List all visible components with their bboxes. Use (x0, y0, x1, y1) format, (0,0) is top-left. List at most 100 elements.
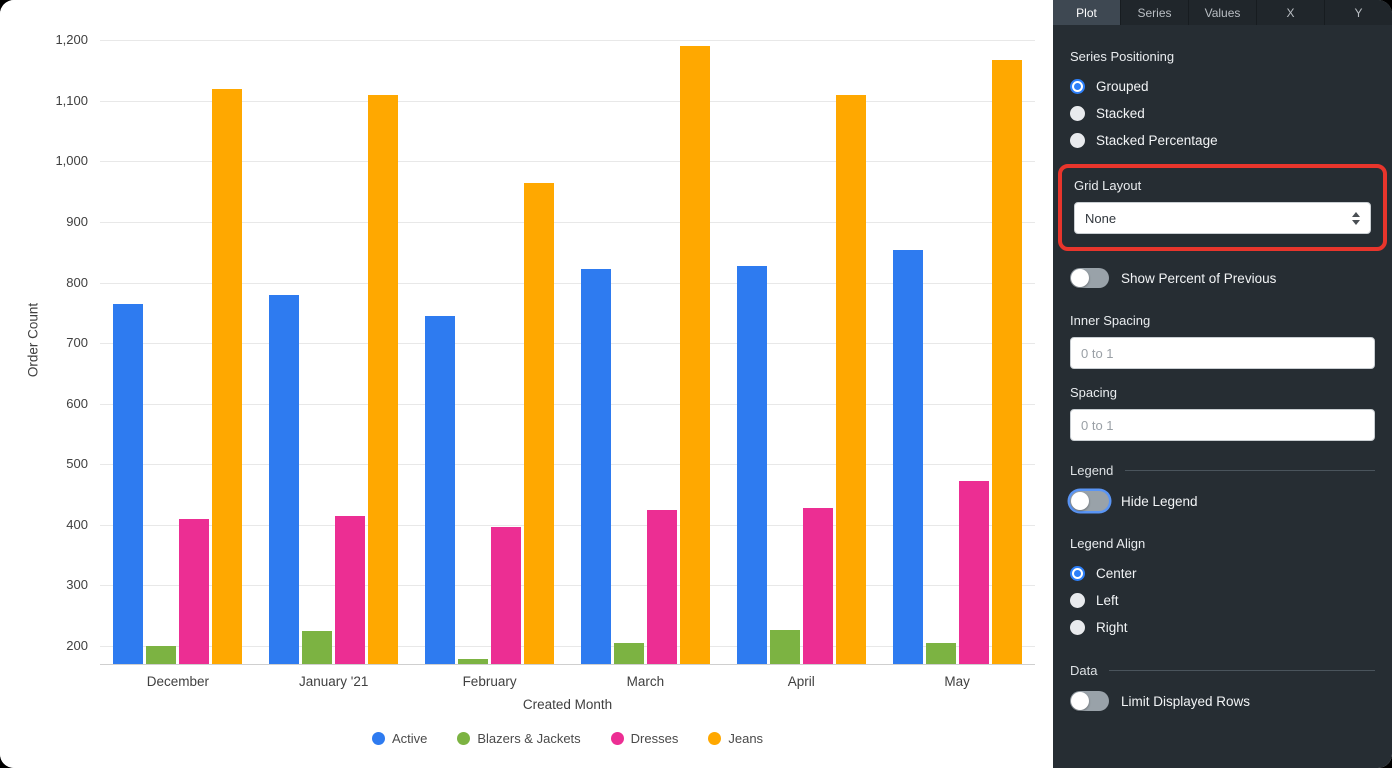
bar-blazers-jackets[interactable] (769, 629, 800, 664)
y-axis-tick-label: 300 (66, 577, 88, 593)
toggle-hide-legend[interactable]: Hide Legend (1070, 482, 1375, 520)
bar-dresses[interactable] (958, 480, 989, 664)
section-divider (1125, 470, 1375, 471)
data-section-label: Data (1070, 663, 1098, 678)
bar-dresses[interactable] (646, 509, 677, 664)
data-section-header: Data (1070, 663, 1375, 678)
y-axis-tick-label: 500 (66, 456, 88, 472)
legend-section-header: Legend (1070, 463, 1375, 478)
bar-jeans[interactable] (679, 46, 710, 664)
legend-marker-icon (371, 732, 385, 745)
bar-jeans[interactable] (368, 94, 399, 664)
tab-plot[interactable]: Plot (1053, 0, 1121, 25)
section-divider (1109, 670, 1375, 671)
x-axis-line (100, 664, 1035, 665)
gridline (100, 464, 1035, 466)
y-axis-title: Order Count (25, 302, 41, 378)
x-category-label: February (462, 674, 517, 689)
bar-blazers-jackets[interactable] (302, 631, 333, 664)
radio-selected-icon (1070, 79, 1085, 94)
gridline (100, 282, 1035, 284)
x-category-label: January '21 (299, 674, 369, 689)
radio-stacked-percentage[interactable]: Stacked Percentage (1070, 127, 1375, 154)
toggle-show-percent-of-previous[interactable]: Show Percent of Previous (1070, 259, 1375, 297)
bar-dresses[interactable] (491, 527, 522, 664)
legend-item[interactable]: Dresses (610, 731, 679, 746)
inner-spacing-input[interactable] (1070, 337, 1375, 369)
bar-dresses[interactable] (179, 518, 210, 664)
bar-jeans[interactable] (524, 182, 555, 664)
x-axis-title: Created Month (522, 697, 613, 712)
y-axis-tick-label: 600 (66, 395, 88, 411)
bar-blazers-jackets[interactable] (925, 642, 956, 664)
tab-y[interactable]: Y (1354, 5, 1363, 20)
gridline (100, 524, 1035, 526)
chart-pane: 200 300 400 500 600 700 800 900 1,000 1,100 1,200 D… (25, 32, 1035, 746)
y-axis-tick-label: 1,200 (55, 32, 88, 48)
bar-active[interactable] (580, 269, 611, 664)
legend-label: Blazers & Jackets (477, 731, 581, 746)
bar-active[interactable] (892, 250, 923, 664)
legend-section-label: Legend (1070, 463, 1114, 478)
tab-series[interactable]: Series (1121, 0, 1189, 25)
tab-values[interactable]: Values (1189, 0, 1257, 25)
grid-layout-label: Grid Layout (1074, 178, 1142, 193)
bar-blazers-jackets[interactable] (146, 645, 177, 664)
radio-unselected-icon (1070, 133, 1085, 148)
radio-legend-align-left[interactable]: Left (1070, 587, 1375, 614)
x-category-label: March (626, 674, 665, 689)
y-axis-tick-label: 400 (66, 516, 88, 532)
bar-jeans[interactable] (212, 88, 243, 664)
legend-item[interactable]: Blazers & Jackets (457, 731, 581, 746)
radio-stacked-percentage-label: Stacked Percentage (1096, 133, 1218, 148)
gridline (100, 100, 1035, 102)
limit-displayed-rows-label: Limit Displayed Rows (1121, 693, 1251, 709)
radio-unselected-icon (1070, 593, 1085, 608)
legend-item[interactable]: Jeans (708, 731, 763, 746)
toggle-limit-displayed-rows[interactable]: Limit Displayed Rows (1070, 682, 1375, 720)
radio-stacked[interactable]: Stacked (1070, 100, 1375, 127)
gridline (100, 403, 1035, 405)
bar-dresses[interactable] (335, 515, 366, 664)
gridline (100, 40, 1035, 42)
tab-x[interactable]: X (1257, 0, 1325, 25)
legend-align-label: Legend Align (1070, 536, 1146, 551)
bar-active[interactable] (425, 315, 456, 664)
bar-dresses[interactable] (802, 508, 833, 664)
y-axis-tick-label: 200 (66, 637, 88, 653)
x-category-label: May (944, 674, 970, 689)
radio-legend-align-center[interactable]: Center (1070, 560, 1375, 587)
gridline (100, 343, 1035, 344)
radio-legend-align-right[interactable]: Right (1070, 614, 1375, 641)
toggle-switch-off-icon (1070, 491, 1109, 511)
legend-item[interactable]: Active (371, 731, 427, 746)
updown-arrows-icon (1352, 211, 1360, 225)
bar-chart: 200 300 400 500 600 700 800 900 1,000 1,100 1,200 D… (25, 32, 1035, 746)
bar-active[interactable] (113, 303, 144, 664)
bar-jeans[interactable] (835, 94, 866, 664)
gridline (100, 645, 1035, 647)
hide-legend-label: Hide Legend (1121, 493, 1198, 509)
bar-active[interactable] (736, 265, 767, 664)
legend-label: Dresses (630, 731, 679, 746)
y-axis-tick-label: 700 (66, 335, 88, 350)
viz-config-panel: Plot Series Values X Y Series Positionin… (1053, 0, 1392, 768)
bar-active[interactable] (269, 294, 300, 664)
gridline (100, 585, 1035, 587)
legend-marker-icon (708, 732, 722, 745)
radio-grouped[interactable]: Grouped (1070, 73, 1375, 100)
show-percent-of-previous-label: Show Percent of Previous (1121, 270, 1277, 286)
y-axis-tick-label: 1,100 (55, 92, 88, 108)
config-tab-bar: Plot Series Values X Y (1053, 0, 1392, 25)
spacing-input[interactable] (1070, 409, 1375, 441)
radio-selected-icon (1070, 566, 1085, 581)
bar-blazers-jackets[interactable] (613, 642, 644, 664)
grid-layout-select[interactable]: None (1074, 202, 1371, 234)
gridline (100, 221, 1035, 223)
bar-blazers-jackets[interactable] (458, 659, 489, 664)
grid-layout-selected-value: None (1085, 210, 1117, 226)
inner-spacing-label: Inner Spacing (1070, 313, 1151, 328)
bar-jeans[interactable] (991, 59, 1022, 664)
legend-align-right-label: Right (1096, 620, 1128, 635)
